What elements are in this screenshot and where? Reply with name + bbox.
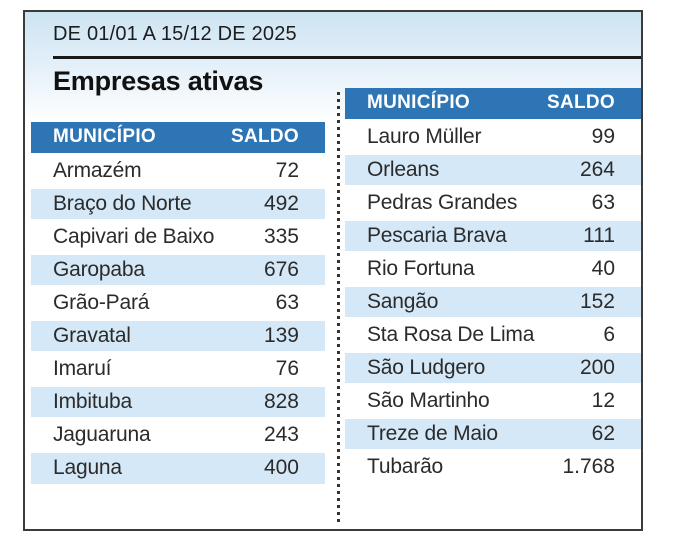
- saldo-cell: 111: [545, 217, 641, 252]
- municipality-cell: Pedras Grandes: [345, 184, 545, 219]
- saldo-cell: 6: [545, 316, 641, 351]
- table-row: São Ludgero 200: [345, 349, 641, 384]
- table-row: Orleans 264: [345, 151, 641, 186]
- saldo-cell: 63: [229, 284, 325, 319]
- table-row: Tubarão 1.768: [345, 448, 641, 483]
- table-row: Capivari de Baixo 335: [31, 218, 325, 253]
- saldo-cell: 676: [229, 251, 325, 286]
- saldo-cell: 12: [545, 382, 641, 417]
- municipality-cell: Grão-Pará: [31, 284, 229, 319]
- municipality-cell: Braço do Norte: [31, 185, 229, 220]
- municipality-cell: Armazém: [31, 152, 229, 187]
- table-row: São Martinho 12: [345, 382, 641, 417]
- municipality-cell: Gravatal: [31, 317, 229, 352]
- infographic-panel: DE 01/01 A 15/12 DE 2025 Empresas ativas…: [23, 10, 643, 531]
- saldo-cell: 828: [229, 383, 325, 418]
- table-row: Laguna 400: [31, 449, 325, 484]
- column-header-saldo: SALDO: [545, 88, 641, 120]
- saldo-cell: 1.768: [545, 448, 641, 483]
- municipality-cell: Tubarão: [345, 448, 545, 483]
- table-row: Garopaba 676: [31, 251, 325, 286]
- right-municipality-table: MUNICÍPIO SALDO Lauro Müller 99 Orleans 264…: [345, 88, 641, 483]
- table-row: Grão-Pará 63: [31, 284, 325, 319]
- municipality-cell: Capivari de Baixo: [31, 218, 229, 253]
- saldo-cell: 243: [229, 416, 325, 451]
- table-row: Imaruí 76: [31, 350, 325, 385]
- saldo-cell: 99: [545, 118, 641, 153]
- saldo-cell: 62: [545, 415, 641, 450]
- municipality-cell: Rio Fortuna: [345, 250, 545, 285]
- municipality-cell: Imaruí: [31, 350, 229, 385]
- saldo-cell: 40: [545, 250, 641, 285]
- municipality-cell: Pescaria Brava: [345, 217, 545, 252]
- table-row: Gravatal 139: [31, 317, 325, 352]
- saldo-cell: 335: [229, 218, 325, 253]
- table-row: Pescaria Brava 111: [345, 217, 641, 252]
- municipality-cell: Orleans: [345, 151, 545, 186]
- municipality-cell: Sangão: [345, 283, 545, 318]
- header-row: MUNICÍPIO SALDO: [345, 88, 641, 120]
- municipality-cell: Jaguaruna: [31, 416, 229, 451]
- municipality-cell: São Ludgero: [345, 349, 545, 384]
- municipality-cell: Imbituba: [31, 383, 229, 418]
- table-row: Sangão 152: [345, 283, 641, 318]
- column-header-municipio: MUNICÍPIO: [31, 122, 229, 154]
- municipality-cell: Treze de Maio: [345, 415, 545, 450]
- table-row: Armazém 72: [31, 152, 325, 187]
- left-table-header: MUNICÍPIO SALDO: [31, 122, 325, 154]
- municipality-cell: Sta Rosa De Lima: [345, 316, 545, 351]
- right-table-header: MUNICÍPIO SALDO: [345, 88, 641, 120]
- saldo-cell: 72: [229, 152, 325, 187]
- municipality-cell: São Martinho: [345, 382, 545, 417]
- column-header-saldo: SALDO: [229, 122, 325, 154]
- header-rule: [53, 56, 641, 59]
- saldo-cell: 492: [229, 185, 325, 220]
- column-header-municipio: MUNICÍPIO: [345, 88, 545, 120]
- saldo-cell: 200: [545, 349, 641, 384]
- table-row: Treze de Maio 62: [345, 415, 641, 450]
- table-row: Sta Rosa De Lima 6: [345, 316, 641, 351]
- left-table-body: Armazém 72 Braço do Norte 492 Capivari de Ba…: [31, 152, 325, 484]
- table-row: Braço do Norte 492: [31, 185, 325, 220]
- period-label: DE 01/01 A 15/12 DE 2025: [53, 23, 297, 45]
- table-row: Jaguaruna 243: [31, 416, 325, 451]
- table-row: Rio Fortuna 40: [345, 250, 641, 285]
- municipality-cell: Lauro Müller: [345, 118, 545, 153]
- saldo-cell: 152: [545, 283, 641, 318]
- saldo-cell: 264: [545, 151, 641, 186]
- saldo-cell: 63: [545, 184, 641, 219]
- right-table-body: Lauro Müller 99 Orleans 264 Pedras Grandes 63…: [345, 118, 641, 483]
- saldo-cell: 400: [229, 449, 325, 484]
- header-row: MUNICÍPIO SALDO: [31, 122, 325, 154]
- saldo-cell: 139: [229, 317, 325, 352]
- saldo-cell: 76: [229, 350, 325, 385]
- municipality-cell: Laguna: [31, 449, 229, 484]
- page-title: Empresas ativas: [53, 66, 264, 96]
- left-municipality-table: MUNICÍPIO SALDO Armazém 72 Braço do Norte 4…: [31, 122, 325, 484]
- dotted-divider: [337, 92, 340, 522]
- table-row: Pedras Grandes 63: [345, 184, 641, 219]
- table-row: Imbituba 828: [31, 383, 325, 418]
- table-row: Lauro Müller 99: [345, 118, 641, 153]
- municipality-cell: Garopaba: [31, 251, 229, 286]
